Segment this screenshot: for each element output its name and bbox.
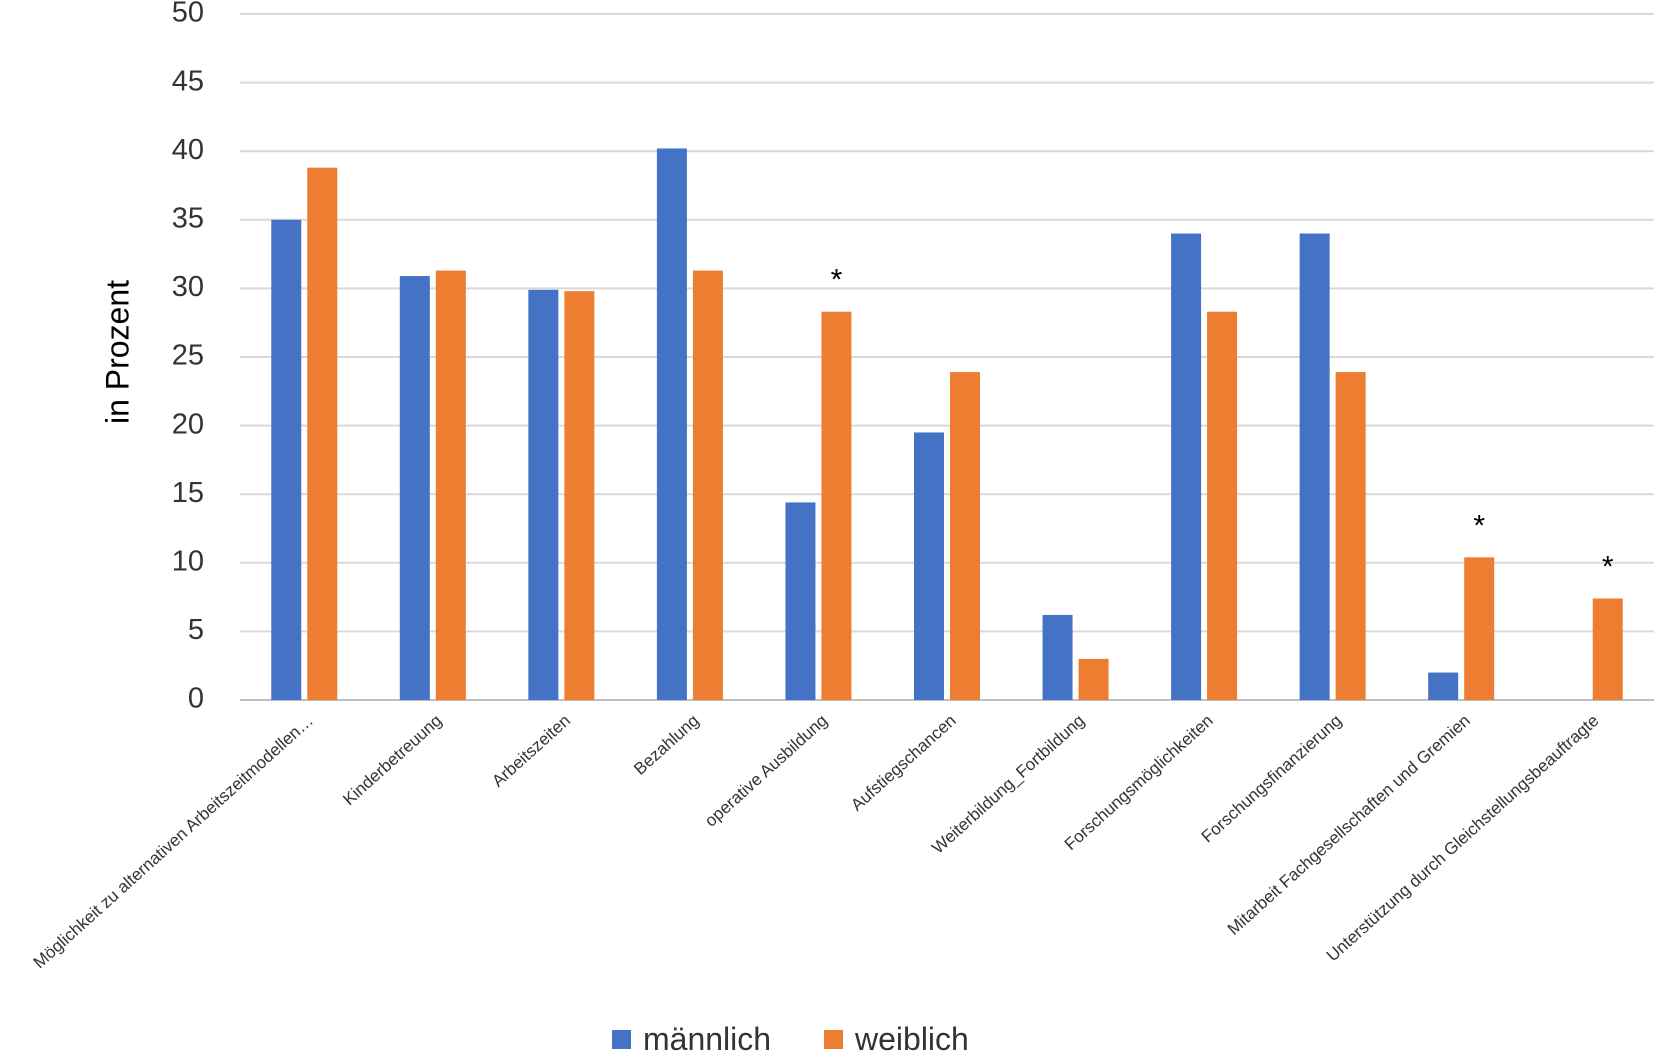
bar	[307, 167, 338, 700]
bar	[821, 311, 852, 700]
x-tick-label: Kinderbetreuung	[339, 711, 445, 809]
y-tick-label: 20	[172, 408, 204, 440]
bar	[1078, 658, 1109, 700]
y-tick-label: 0	[188, 683, 204, 715]
y-tick-label: 25	[172, 340, 204, 372]
bar	[785, 502, 816, 700]
bar	[1171, 233, 1202, 700]
y-tick-label: 50	[172, 0, 204, 29]
y-axis-label: in Prozent	[99, 280, 135, 424]
x-tick-label: Unterstützung durch Gleichstellungsbeauf…	[1323, 711, 1603, 965]
x-tick-label: Bezahlung	[630, 711, 702, 779]
bar	[950, 372, 980, 700]
x-tick-label: Arbeitszeiten	[488, 711, 574, 791]
y-tick-label: 40	[172, 134, 204, 166]
x-tick-label: Möglichkeit zu alternativen Arbeitszeitm…	[30, 711, 317, 972]
bar	[1464, 557, 1495, 700]
bar	[692, 270, 723, 700]
legend-swatch	[612, 1030, 631, 1049]
bar	[1207, 311, 1238, 700]
x-tick-label: Forschungsfinanzierung	[1198, 711, 1346, 847]
y-tick-label: 35	[172, 202, 204, 234]
bar	[1335, 372, 1366, 700]
y-tick-label: 45	[172, 65, 204, 97]
bar	[528, 289, 559, 700]
bar	[1428, 672, 1459, 700]
x-tick-label: Mitarbeit Fachgesellschaften und Gremien	[1224, 711, 1474, 939]
bar	[1592, 598, 1623, 700]
x-tick-label: Aufstiegschancen	[847, 711, 959, 815]
legend-label: weiblich	[854, 1021, 969, 1057]
x-tick-label: Forschungsmöglichkeiten	[1061, 711, 1217, 854]
bar	[435, 270, 466, 700]
significance-marker: *	[1473, 509, 1485, 542]
bar	[399, 276, 430, 700]
legend-swatch	[824, 1030, 843, 1049]
legend-label: männlich	[643, 1021, 771, 1057]
y-tick-label: 10	[172, 545, 204, 577]
bar	[271, 219, 302, 701]
x-tick-label: operative Ausbildung	[701, 711, 831, 831]
significance-marker: *	[831, 264, 843, 297]
y-tick-label: 5	[188, 614, 204, 646]
bar	[1299, 233, 1330, 700]
y-tick-label: 15	[172, 477, 204, 509]
y-tick-label: 30	[172, 271, 204, 303]
significance-marker: *	[1602, 550, 1614, 583]
bar	[564, 291, 595, 700]
bar	[914, 432, 944, 700]
bar	[1042, 614, 1073, 700]
bar	[656, 148, 687, 700]
